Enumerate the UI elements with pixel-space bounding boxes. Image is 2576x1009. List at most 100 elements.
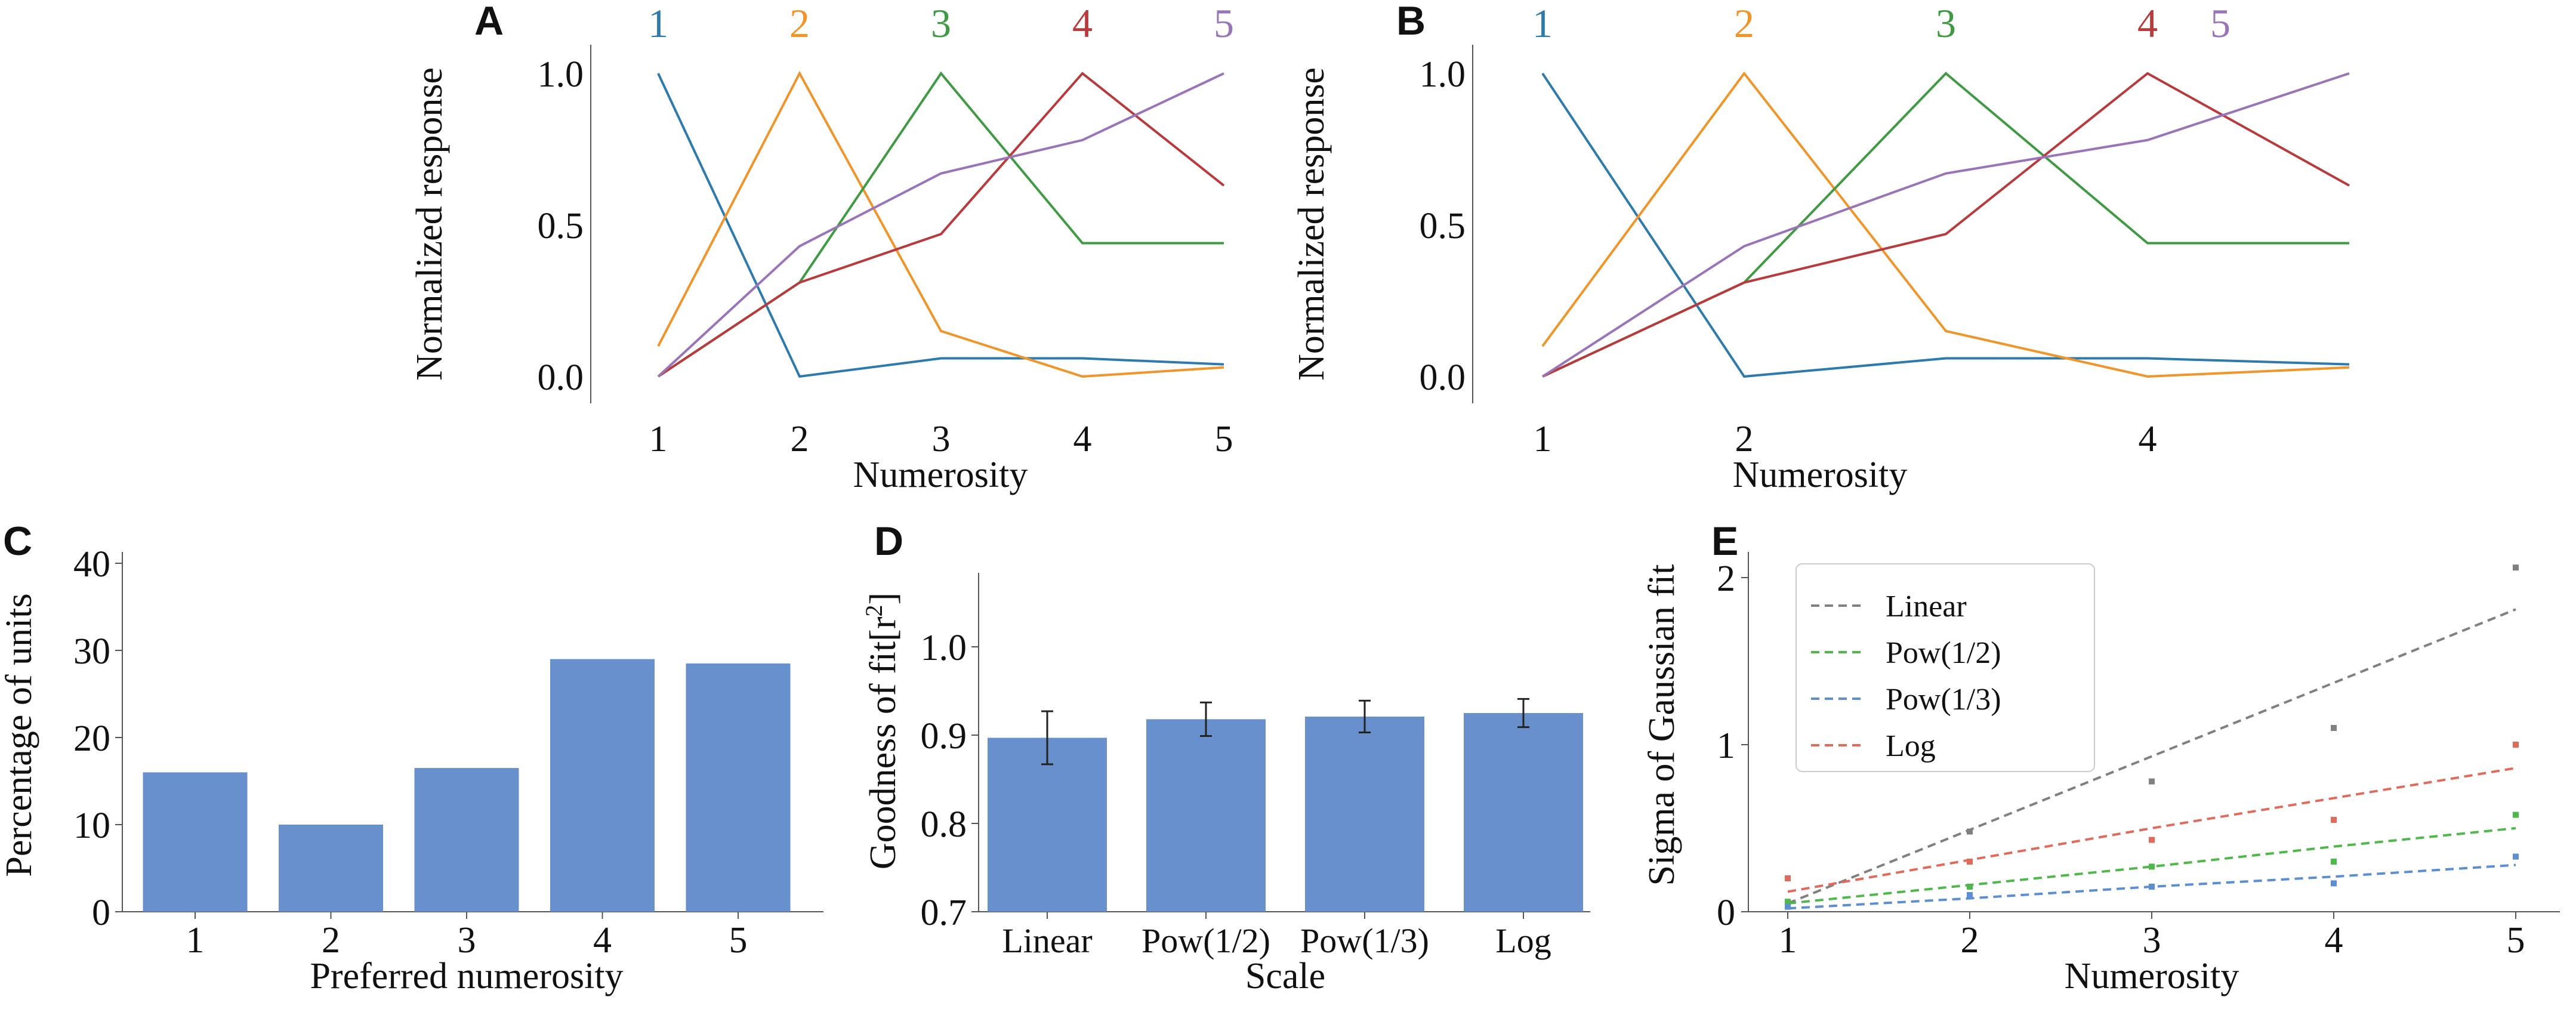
panel-c-x-axis-label: Preferred numerosity bbox=[310, 956, 623, 996]
panel-d-y-axis-label-end: ] bbox=[863, 593, 903, 605]
panel-e-data-point bbox=[2149, 863, 2155, 870]
panel-a-series-2-label: 2 bbox=[789, 1, 810, 46]
panel-c-x-tick-label: 3 bbox=[458, 920, 476, 961]
panel-e-data-point bbox=[2331, 859, 2337, 865]
panel-e-x-tick-label: 3 bbox=[2143, 920, 2161, 961]
panel-c-bar bbox=[143, 772, 248, 912]
panel-e-x-tick-label: 5 bbox=[2507, 920, 2525, 961]
panel-b-y-tick-label: 0.5 bbox=[1420, 206, 1466, 246]
panel-d-x-tick-label: Log bbox=[1495, 921, 1551, 960]
panel-a-series-5-line bbox=[657, 72, 1224, 378]
panel-c-bar bbox=[686, 663, 791, 912]
panel-e-fit-line bbox=[1787, 827, 2516, 905]
panel-d-y-axis-label: Goodness of fit[r2] bbox=[860, 593, 903, 869]
panel-a-series-4-label: 4 bbox=[1072, 1, 1093, 46]
panel-e-data-point bbox=[1967, 884, 1973, 890]
panel-d-y-axis-label-superscript: 2 bbox=[860, 605, 887, 617]
panel-a-series-2-line bbox=[657, 70, 1224, 378]
panel-a-y-tick-label: 0.5 bbox=[538, 206, 584, 246]
panel-d-bar-chart: 0.7 0.8 0.9 1.0 Linear Pow(1/2) Pow(1/3) Log Sca… bbox=[860, 573, 1590, 996]
panel-e-data-point bbox=[1967, 859, 1973, 865]
panel-e-data-point bbox=[2513, 564, 2519, 571]
panel-b-x-tick-label: 4 bbox=[2139, 419, 2157, 459]
panel-b-series-1-label: 1 bbox=[1532, 1, 1553, 46]
panel-e-data-point bbox=[1785, 899, 1791, 905]
panel-e-data-point bbox=[2149, 778, 2155, 785]
panel-a-y-tick-label: 1.0 bbox=[538, 54, 584, 95]
panel-c-bar bbox=[550, 659, 655, 912]
panel-b-series-5-label: 5 bbox=[2210, 1, 2231, 46]
panel-a-x-tick-label: 1 bbox=[649, 419, 668, 459]
panel-b-series-5-line bbox=[1541, 72, 2350, 378]
panel-label-a: A bbox=[474, 0, 504, 44]
panel-a-series-5-label: 5 bbox=[1214, 1, 1234, 46]
panel-e-data-point bbox=[1967, 828, 1973, 835]
panel-b-series-3-label: 3 bbox=[1936, 1, 1956, 46]
panel-d-bar bbox=[1464, 713, 1583, 912]
panel-e-scatter-chart: 0 1 2 1 2 3 4 5 Numerosity Sigma of Gaussian fit L… bbox=[1642, 552, 2560, 996]
panel-b-y-axis-label: Normalized response bbox=[1291, 67, 1332, 381]
panel-b-series-4-label: 4 bbox=[2137, 1, 2158, 46]
panel-e-data-point bbox=[2331, 817, 2337, 823]
panel-label-e: E bbox=[1711, 519, 1738, 564]
panel-c-y-tick-label: 40 bbox=[73, 544, 110, 585]
panel-b-line-chart: 0.0 0.5 1.0 1 2 4 Numerosity Normalized respons… bbox=[1291, 1, 2350, 495]
panel-e-y-axis-label: Sigma of Gaussian fit bbox=[1642, 564, 1682, 886]
panel-e-legend bbox=[1796, 563, 2095, 772]
panel-e-y-tick-label: 2 bbox=[1717, 559, 1735, 599]
panel-b-x-tick-label: 1 bbox=[1534, 419, 1552, 459]
panel-e-data-point bbox=[1785, 903, 1791, 910]
panel-c-y-tick-label: 0 bbox=[92, 893, 110, 933]
panel-a-series-1-label: 1 bbox=[648, 1, 668, 46]
panel-e-data-point bbox=[2513, 742, 2519, 748]
panel-c-y-tick-label: 10 bbox=[73, 806, 110, 846]
panel-b-x-tick-label: 2 bbox=[1735, 419, 1754, 459]
panel-c-y-tick-label: 20 bbox=[73, 718, 110, 759]
panel-b-x-axis-label: Numerosity bbox=[1733, 455, 1908, 495]
panel-c-x-tick-label: 1 bbox=[186, 920, 205, 961]
panel-e-data-point bbox=[2149, 884, 2155, 890]
panel-a-x-tick-label: 4 bbox=[1073, 419, 1092, 459]
panel-d-y-tick-label: 0.9 bbox=[921, 716, 967, 757]
panel-e-fit-line bbox=[1787, 608, 2516, 905]
panel-e-y-tick-label: 1 bbox=[1717, 726, 1735, 766]
panel-d-x-axis-label: Scale bbox=[1245, 956, 1325, 996]
panel-d-bar bbox=[1305, 716, 1424, 912]
panel-a-y-axis-label: Normalized response bbox=[409, 67, 450, 381]
panel-c-x-tick-label: 2 bbox=[322, 920, 340, 961]
panel-b-series-2-line bbox=[1541, 71, 2350, 378]
panel-d-x-tick-label: Pow(1/2) bbox=[1142, 921, 1270, 960]
panel-b-series-4-line bbox=[1542, 72, 2350, 378]
panel-b-y-tick-label: 0.0 bbox=[1420, 357, 1466, 398]
panel-e-x-tick-label: 1 bbox=[1779, 920, 1797, 961]
panel-a-x-tick-label: 2 bbox=[791, 419, 809, 459]
panel-a-series-4-line bbox=[657, 72, 1225, 378]
panel-e-x-axis-label: Numerosity bbox=[2065, 956, 2239, 996]
panel-d-bar bbox=[1146, 719, 1266, 912]
panel-a-series-1-line bbox=[657, 73, 1224, 378]
panel-c-bar bbox=[414, 768, 519, 912]
panel-e-data-point bbox=[1967, 892, 1973, 898]
panel-c-x-tick-label: 5 bbox=[729, 920, 748, 961]
panel-c-y-axis-label: Percentage of units bbox=[0, 593, 39, 877]
panel-e-data-point bbox=[2513, 811, 2519, 818]
panel-e-data-point bbox=[1785, 875, 1791, 881]
panel-c-x-tick-label: 4 bbox=[593, 920, 612, 961]
panel-d-y-tick-label: 1.0 bbox=[921, 628, 967, 668]
panel-b-y-tick-label: 1.0 bbox=[1420, 54, 1466, 95]
panel-label-d: D bbox=[874, 519, 903, 564]
panel-c-bar-chart: 0 10 20 30 40 1 2 3 4 5 Preferred numerosity Percen… bbox=[0, 544, 823, 996]
panel-b-series-1-line bbox=[1541, 72, 2350, 378]
panel-e-legend-label: Pow(1/2) bbox=[1886, 636, 2001, 670]
panel-d-y-axis-label-base: Goodness of fit[r bbox=[863, 616, 903, 869]
panel-d-y-tick-label: 0.8 bbox=[921, 804, 967, 845]
panel-c-bar bbox=[279, 825, 383, 912]
panel-a-line-chart: 0.0 0.5 1.0 1 2 3 4 5 Numerosity Normalized respo… bbox=[409, 1, 1234, 495]
panel-a-y-tick-label: 0.0 bbox=[538, 357, 584, 398]
panel-d-x-tick-label: Pow(1/3) bbox=[1300, 921, 1429, 960]
panel-a-x-tick-label: 3 bbox=[932, 419, 951, 459]
panel-a-x-axis-label: Numerosity bbox=[853, 455, 1028, 495]
panel-e-data-point bbox=[2149, 837, 2155, 843]
panel-a-series-3-label: 3 bbox=[931, 1, 951, 46]
